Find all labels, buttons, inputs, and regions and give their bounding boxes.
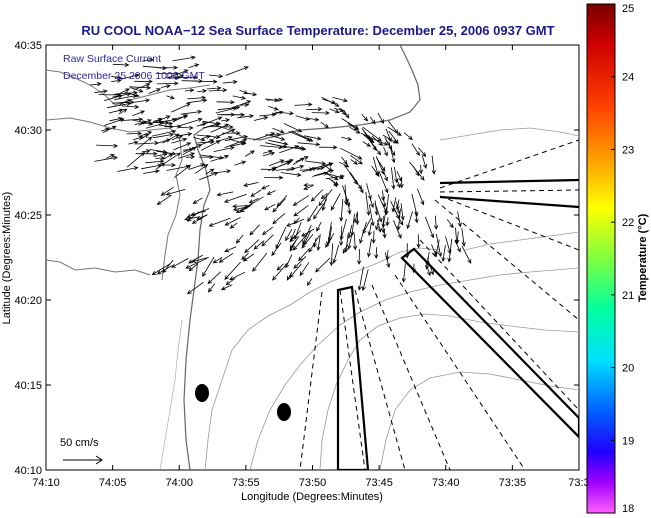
contour-3	[319, 313, 579, 470]
y-tick-label: 40:10	[14, 465, 42, 477]
station-marker-1	[195, 384, 209, 402]
x-tick-label: 73:45	[365, 477, 393, 489]
x-tick-label: 74:00	[165, 477, 193, 489]
y-tick-label: 40:15	[14, 380, 42, 392]
colorbar-tick-label: 18	[622, 503, 634, 515]
x-tick-label: 73:50	[299, 477, 327, 489]
map-content	[46, 45, 579, 470]
contour-6	[464, 231, 579, 251]
colorbar-tick-label: 23	[622, 144, 634, 156]
colorbar-ticks: 25 24 23 22 21 20 19 18	[611, 3, 634, 515]
x-tick-label: 74:10	[32, 477, 60, 489]
contour-2	[249, 267, 579, 470]
y-axis-ticks: 40:35 40:30 40:25 40:20 40:15 40:10	[14, 40, 579, 477]
surface-current-vectors	[89, 55, 472, 295]
colorbar-tick-label: 21	[622, 290, 634, 302]
overlay-line-1: Raw Surface Current	[63, 53, 161, 65]
y-tick-label: 40:20	[14, 295, 42, 307]
colorbar-tick-label: 22	[622, 217, 634, 229]
colorbar-tick-label: 25	[622, 3, 634, 15]
x-tick-label: 73:3	[568, 477, 589, 489]
map-plot-area: Raw Surface Current December 25 2006 100…	[45, 44, 580, 471]
colorbar-tick-label: 24	[622, 72, 634, 84]
inner-shore	[46, 117, 183, 281]
x-tick-label: 74:05	[99, 477, 127, 489]
x-tick-label: 73:40	[432, 477, 460, 489]
south-shore	[46, 259, 151, 276]
x-tick-label: 73:55	[232, 477, 260, 489]
x-tick-label: 73:35	[499, 477, 527, 489]
y-tick-label: 40:25	[14, 210, 42, 222]
temperature-colorbar: 25 24 23 22 21 20 19 18 Temperature (°C)	[586, 3, 649, 515]
y-tick-label: 40:30	[14, 125, 42, 137]
colorbar-tick-label: 20	[622, 363, 634, 375]
beam-lines	[336, 178, 579, 470]
contour-5	[439, 127, 579, 141]
radial-dashed-lines	[299, 139, 579, 470]
x-axis-ticks: 74:10 74:05 74:00 73:55 73:50 73:45 73:40 73:35…	[32, 45, 590, 489]
colorbar-gradient	[586, 3, 616, 514]
map-title: RU COOL NOAA−12 Sea Surface Temperature:…	[81, 23, 554, 38]
contour-7	[159, 319, 183, 470]
scale-arrow	[63, 455, 103, 465]
contour-4	[379, 371, 579, 470]
station-marker-2	[277, 403, 291, 421]
y-axis-label: Latitude (Degrees:Minutes)	[1, 192, 13, 325]
colorbar-label: Temperature (°C)	[637, 213, 649, 302]
overlay-line-2: December 25 2006 1000 GMT	[63, 70, 205, 82]
colorbar-tick-label: 19	[622, 435, 634, 447]
scale-label: 50 cm/s	[60, 437, 99, 449]
y-tick-label: 40:35	[14, 40, 42, 52]
upper-shore	[46, 69, 211, 106]
contour-1	[204, 247, 441, 470]
x-axis-label: Longitude (Degrees:Minutes)	[241, 491, 383, 503]
